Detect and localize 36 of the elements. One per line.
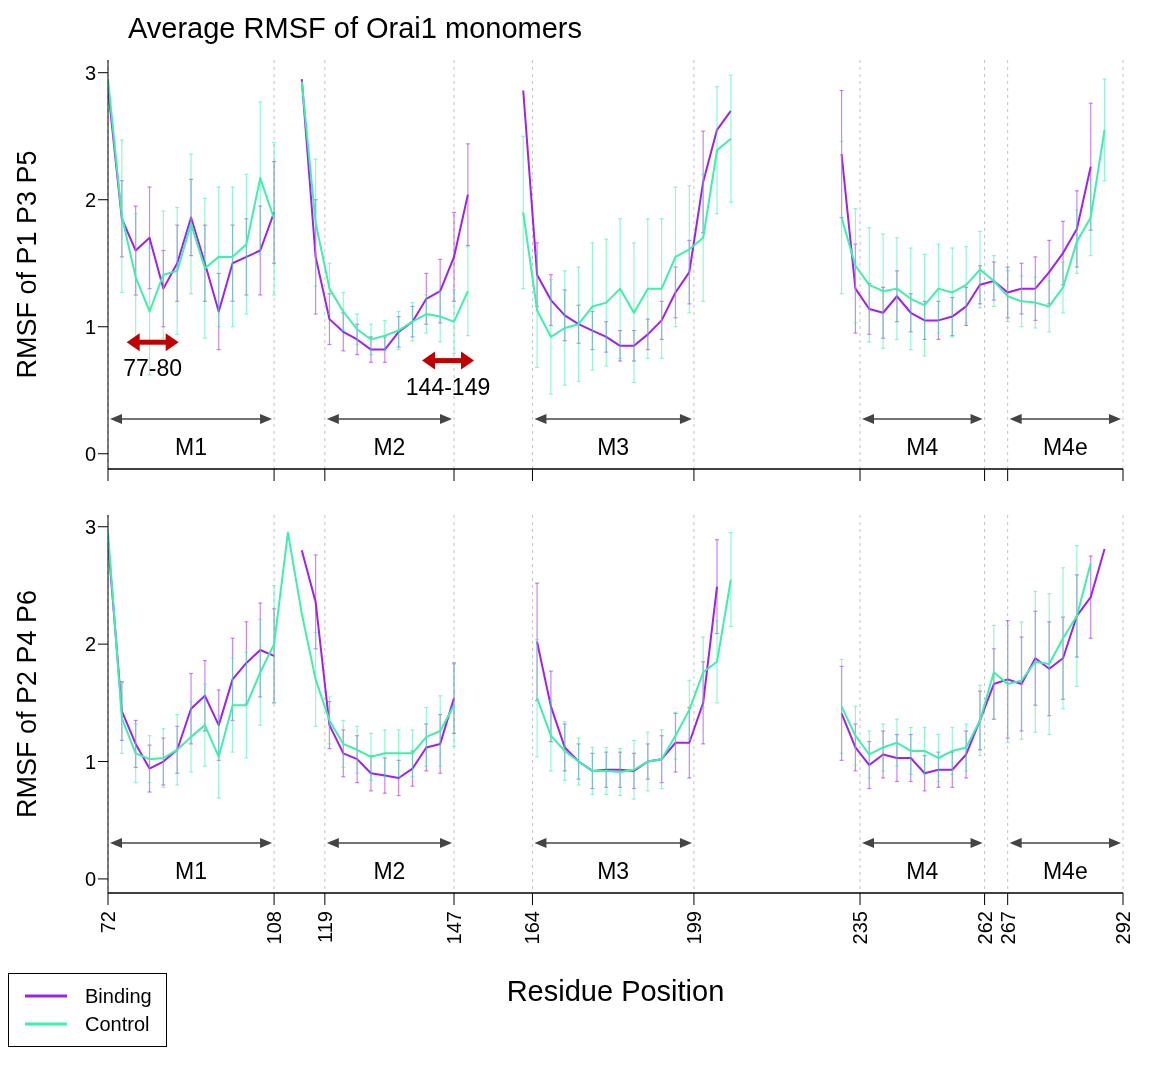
x-tick-label: 119 (313, 911, 336, 943)
x-tick-label: 292 (1112, 911, 1134, 945)
annotation: M1 (175, 434, 208, 460)
y-tick-label: 1 (84, 315, 96, 338)
chart-title: Average RMSF of Orai1 monomers (127, 11, 583, 46)
x-tick-label: 72 (97, 911, 119, 934)
y-axis-title: RMSF of P2 P4 P6 (11, 589, 42, 819)
x-tick-label: 235 (849, 911, 872, 945)
y-tick-label: 3 (84, 61, 96, 84)
y-tick-label: 3 (84, 515, 96, 538)
annotation: M4e (1042, 858, 1088, 884)
legend-label: Control (85, 1012, 150, 1036)
x-tick-label: 164 (521, 911, 544, 945)
y-axis-title: RMSF of P1 P3 P5 (11, 150, 42, 379)
annotation: M4 (906, 858, 939, 884)
x-tick-label: 267 (996, 911, 1019, 945)
y-tick-label: 2 (84, 633, 96, 656)
y-tick-label: 1 (84, 750, 96, 773)
x-tick-label: 108 (263, 911, 286, 945)
annotation: M4 (906, 434, 939, 460)
x-tick-label: 262 (973, 911, 996, 945)
y-tick-label: 2 (84, 188, 96, 211)
x-tick-label: 199 (682, 911, 705, 945)
annotation: M2 (373, 434, 406, 460)
annotation: 144-149 (405, 373, 491, 400)
annotation: M3 (597, 434, 630, 460)
legend-label: Binding (85, 984, 152, 1008)
y-tick-label: 0 (84, 868, 96, 891)
x-tick-label: 147 (443, 911, 466, 945)
annotation: M4e (1042, 434, 1088, 460)
x-axis-title: Residue Position (506, 975, 725, 1007)
annotation: M2 (373, 858, 406, 884)
annotation: M1 (175, 858, 208, 884)
annotation: 77-80 (123, 355, 183, 382)
y-tick-label: 0 (84, 442, 96, 465)
annotation: M3 (597, 858, 630, 884)
